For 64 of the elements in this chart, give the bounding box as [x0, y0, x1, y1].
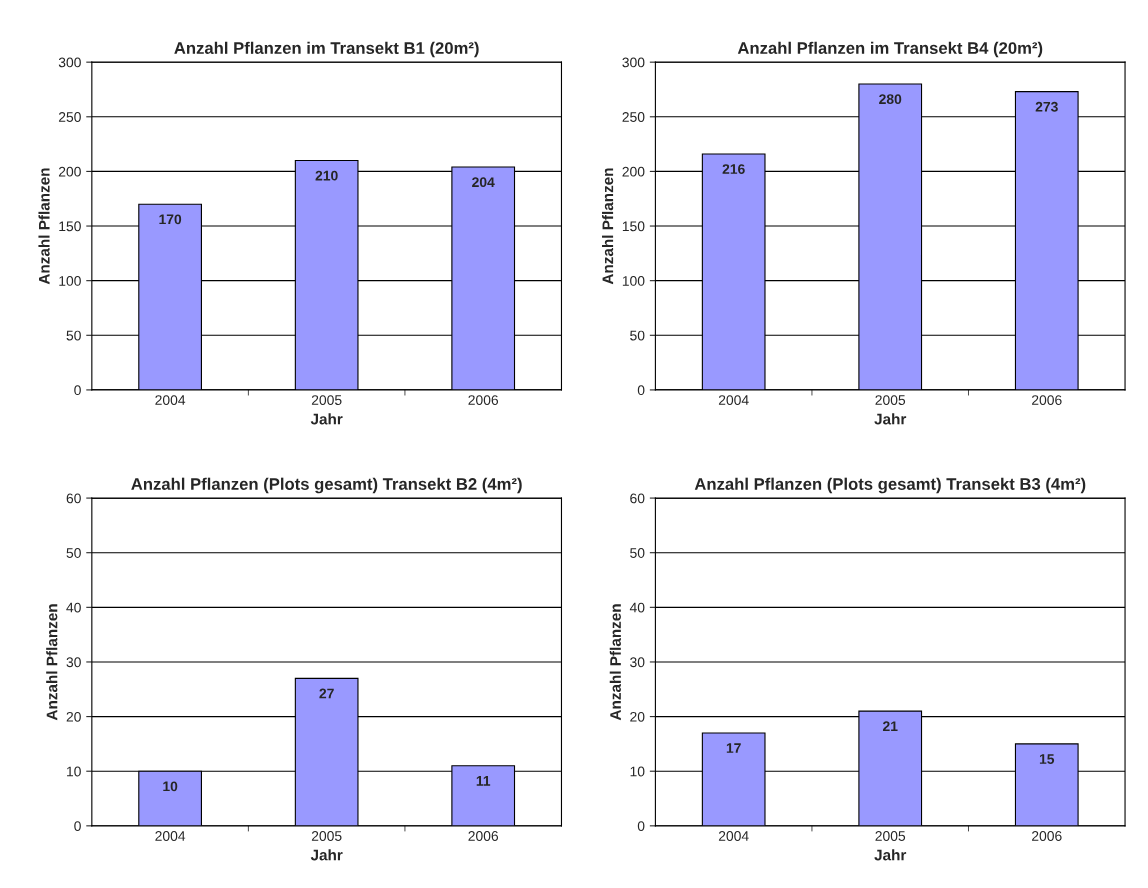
x-tick-label: 2006	[1032, 831, 1062, 841]
data-label: 210	[315, 170, 338, 181]
y-axis-title: Anzahl Pflanzen	[38, 168, 50, 285]
x-tick-label: 2006	[468, 395, 499, 405]
x-tick-label: 2005	[311, 395, 342, 405]
data-label: 15	[1039, 754, 1055, 764]
y-tick-label: 60	[630, 493, 645, 504]
y-tick-label: 60	[66, 493, 81, 504]
y-tick-label: 40	[66, 602, 81, 613]
y-tick-label: 30	[66, 657, 81, 668]
y-tick-label: 50	[630, 330, 645, 341]
y-tick-label: 0	[74, 385, 81, 396]
x-tick-label: 2005	[875, 395, 906, 405]
y-tick-label: 100	[622, 276, 645, 286]
data-label: 204	[472, 177, 495, 188]
y-axis-title: Anzahl Pflanzen	[609, 604, 621, 721]
x-tick-label: 2004	[718, 831, 749, 841]
y-tick-label: 0	[637, 385, 645, 396]
y-tick-label: 40	[629, 602, 645, 613]
y-tick-label: 50	[66, 330, 81, 341]
y-tick-label: 10	[67, 766, 81, 777]
y-tick-label: 10	[630, 766, 645, 777]
data-label: 17	[726, 743, 741, 753]
y-tick-label: 300	[58, 57, 81, 68]
y-tick-label: 250	[58, 112, 81, 122]
y-tick-label: 300	[622, 57, 645, 68]
chart-title: Anzahl Pflanzen (Plots gesamt) Transekt B3 (4m²)	[694, 477, 1086, 494]
data-label: 10	[163, 781, 178, 792]
data-label: 216	[722, 164, 745, 174]
x-tick-label: 2004	[155, 395, 186, 405]
data-label: 11	[476, 776, 491, 786]
y-tick-label: 0	[74, 821, 81, 832]
x-tick-label: 2006	[468, 831, 499, 841]
x-axis-title: Jahr	[310, 413, 343, 425]
data-label: 170	[159, 214, 182, 225]
y-tick-label: 50	[630, 548, 645, 558]
data-label: 27	[319, 688, 334, 699]
x-axis-title: Jahr	[874, 849, 907, 861]
x-tick-label: 2005	[875, 831, 906, 841]
chart-title: Anzahl Pflanzen (Plots gesamt) Transekt B2 (4m²)	[131, 477, 522, 494]
y-tick-label: 200	[58, 166, 81, 177]
x-axis-title: Jahr	[310, 849, 343, 861]
y-tick-label: 30	[630, 657, 645, 668]
data-label: 280	[879, 94, 902, 105]
x-tick-label: 2005	[311, 831, 342, 841]
x-tick-label: 2004	[155, 831, 186, 841]
x-tick-label: 2004	[718, 395, 749, 405]
y-tick-label: 200	[622, 166, 645, 177]
y-tick-label: 150	[622, 221, 645, 232]
y-tick-label: 50	[66, 548, 81, 558]
x-axis-title: Jahr	[874, 413, 907, 425]
data-label: 273	[1035, 101, 1058, 112]
y-tick-label: 20	[630, 711, 645, 722]
data-label: 21	[882, 721, 898, 732]
y-tick-label: 150	[59, 221, 81, 232]
x-tick-label: 2006	[1032, 395, 1062, 405]
y-tick-label: 250	[622, 112, 645, 122]
y-axis-title: Anzahl Pflanzen	[602, 168, 614, 285]
y-tick-label: 20	[66, 711, 81, 722]
chart-title: Anzahl Pflanzen im Transekt B4 (20m²)	[737, 41, 1043, 58]
chart-title: Anzahl Pflanzen im Transekt B1 (20m²)	[174, 41, 479, 58]
y-tick-label: 0	[637, 821, 645, 832]
y-tick-label: 100	[59, 276, 81, 286]
y-axis-title: Anzahl Pflanzen	[46, 604, 58, 721]
